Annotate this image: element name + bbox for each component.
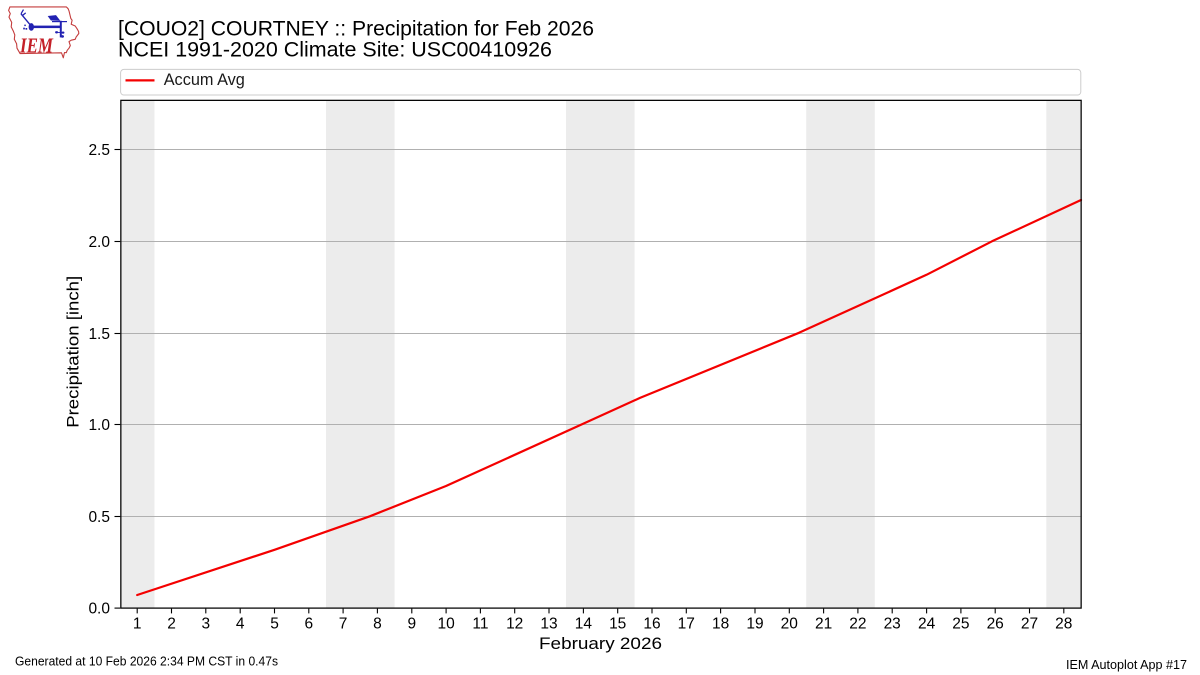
- svg-text:12: 12: [506, 616, 523, 633]
- svg-text:2.0: 2.0: [88, 234, 110, 251]
- svg-text:11: 11: [472, 616, 488, 633]
- svg-text:9: 9: [407, 616, 416, 633]
- svg-text:10: 10: [437, 616, 455, 633]
- svg-text:5: 5: [270, 616, 279, 633]
- svg-text:4: 4: [236, 616, 245, 633]
- svg-text:16: 16: [643, 616, 660, 633]
- svg-text:21: 21: [815, 616, 832, 633]
- svg-text:NCEI 1991-2020 Climate Site: U: NCEI 1991-2020 Climate Site: USC00410926: [118, 39, 552, 62]
- svg-text:15: 15: [609, 616, 626, 633]
- svg-text:0.0: 0.0: [88, 600, 110, 617]
- svg-text:Generated at 10 Feb 2026 2:34: Generated at 10 Feb 2026 2:34 PM CST in …: [15, 655, 278, 669]
- svg-text:February 2026: February 2026: [539, 635, 662, 653]
- svg-text:19: 19: [746, 616, 763, 633]
- svg-text:18: 18: [712, 616, 729, 633]
- svg-text:25: 25: [952, 616, 969, 633]
- svg-text:13: 13: [540, 616, 557, 633]
- svg-text:7: 7: [339, 616, 348, 633]
- svg-text:8: 8: [373, 616, 382, 633]
- svg-text:17: 17: [678, 616, 695, 633]
- svg-text:1.0: 1.0: [88, 417, 110, 434]
- svg-text:0.5: 0.5: [88, 509, 110, 526]
- svg-text:6: 6: [304, 616, 313, 633]
- svg-text:22: 22: [849, 616, 866, 633]
- svg-text:27: 27: [1021, 616, 1038, 633]
- svg-text:Accum Avg: Accum Avg: [164, 71, 245, 89]
- svg-text:20: 20: [781, 616, 799, 633]
- svg-text:1.5: 1.5: [88, 326, 110, 343]
- svg-text:[COUO2] COURTNEY :: Precipitat: [COUO2] COURTNEY :: Precipitation for Fe…: [118, 18, 594, 41]
- svg-text:28: 28: [1055, 616, 1072, 633]
- svg-text:14: 14: [575, 616, 593, 633]
- svg-text:26: 26: [987, 616, 1004, 633]
- svg-text:3: 3: [201, 616, 210, 633]
- svg-text:23: 23: [884, 616, 901, 633]
- svg-text:IEM Autoplot App #17: IEM Autoplot App #17: [1066, 658, 1187, 672]
- svg-text:2: 2: [167, 616, 176, 633]
- svg-text:1: 1: [133, 616, 142, 633]
- svg-text:24: 24: [918, 616, 936, 633]
- svg-text:IEM: IEM: [19, 33, 53, 57]
- svg-text:2.5: 2.5: [88, 142, 110, 159]
- svg-text:Precipitation [inch]: Precipitation [inch]: [64, 276, 83, 428]
